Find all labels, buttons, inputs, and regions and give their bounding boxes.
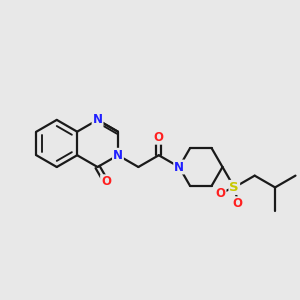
Text: O: O — [215, 187, 226, 200]
Text: S: S — [230, 181, 239, 194]
Text: N: N — [113, 149, 123, 162]
Text: N: N — [174, 160, 184, 173]
Text: O: O — [101, 175, 111, 188]
Text: N: N — [93, 113, 103, 126]
Text: O: O — [154, 131, 164, 144]
Text: O: O — [232, 197, 242, 210]
